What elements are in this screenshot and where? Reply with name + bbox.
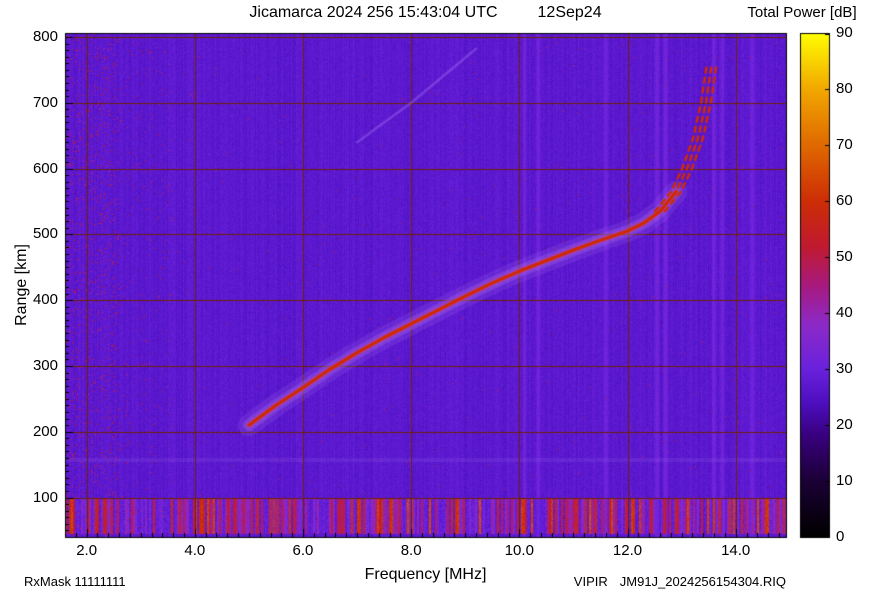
colorbar-tick-label: 30 (836, 360, 853, 377)
rx-mask-label: RxMask 11111111 (24, 574, 126, 589)
x-tick-label: 10.0 (504, 542, 534, 559)
y-axis-label: Range [km] (13, 244, 30, 326)
y-tick-label: 700 (32, 93, 58, 111)
plot-title: Jicamarca 2024 256 15:43:04 UTC (249, 4, 498, 21)
x-tick-label: 14.0 (721, 542, 751, 559)
colorbar-tick-label: 10 (836, 472, 853, 489)
x-axis-label: Frequency [MHz] (364, 566, 487, 583)
colorbar-tick-label: 80 (836, 80, 853, 97)
colorbar-tick-label: 90 (836, 24, 853, 41)
colorbar-tick-label: 70 (836, 136, 853, 153)
filename-label: JM91J_2024256154304.RIQ (619, 574, 786, 589)
y-tick-label: 100 (32, 488, 58, 506)
y-tick-label: 500 (32, 225, 58, 243)
y-tick-label: 800 (32, 27, 58, 45)
y-tick-label: 300 (32, 356, 58, 374)
x-tick-label: 8.0 (400, 542, 422, 559)
x-tick-label: 2.0 (76, 542, 98, 559)
y-tick-label: 400 (32, 291, 58, 309)
plot-date: 12Sep24 (537, 4, 602, 21)
colorbar-tick-label: 60 (836, 192, 853, 209)
colorbar-tick-label: 20 (836, 416, 853, 433)
colorbar-tick-label: 0 (836, 528, 845, 545)
instrument-label: VIPIR (573, 574, 608, 589)
y-tick-label: 200 (32, 422, 58, 440)
colorbar-title: Total Power [dB] (747, 4, 857, 21)
colorbar-tick-label: 40 (836, 304, 853, 321)
colorbar-tick-label: 50 (836, 248, 853, 265)
y-tick-label: 600 (32, 159, 58, 177)
x-tick-label: 4.0 (184, 542, 206, 559)
plot-title-row: Jicamarca 2024 256 15:43:04 UTC 12Sep24 (65, 4, 786, 22)
x-tick-label: 6.0 (292, 542, 314, 559)
file-label: VIPIR JM91J_2024256154304.RIQ (574, 574, 786, 589)
x-tick-label: 12.0 (612, 542, 643, 559)
